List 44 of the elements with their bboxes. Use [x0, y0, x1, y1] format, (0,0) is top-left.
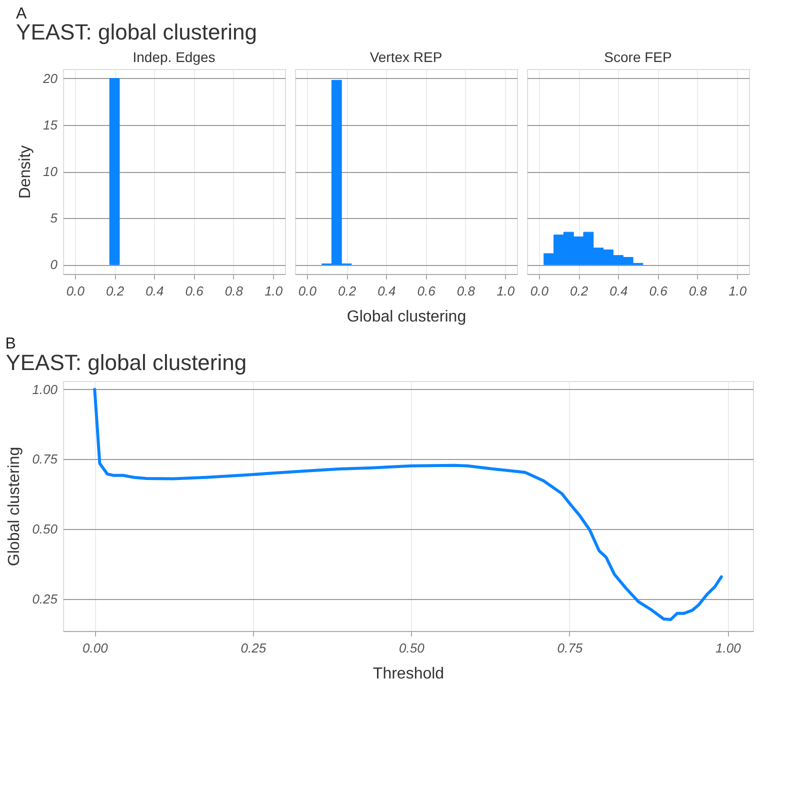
- x-tick-label: 0.6: [649, 284, 668, 298]
- chart-title: Vertex REP: [370, 49, 442, 65]
- y-tick-label: 10: [43, 164, 58, 179]
- chart-title: Score FEP: [604, 49, 672, 65]
- text: B: [5, 336, 16, 352]
- x-tick-label: 0.0: [66, 284, 86, 298]
- x-tick-label: 0.25: [240, 640, 267, 656]
- x-tick-label: 0.8: [688, 284, 708, 298]
- y-tick-label: 0: [50, 257, 58, 272]
- text: A: [16, 6, 28, 22]
- y-tick-label: 5: [50, 210, 58, 226]
- x-tick-label: 0.0: [530, 284, 550, 298]
- x-tick-label: 0.00: [82, 640, 109, 656]
- x-tick-label: 0.50: [399, 640, 426, 656]
- text: YEAST: global clustering: [16, 20, 257, 44]
- x-tick-label: 0.4: [378, 284, 396, 298]
- y-axis-title: Global clustering: [6, 446, 24, 566]
- line-series: [93, 388, 723, 622]
- x-tick-label: 0.4: [610, 284, 628, 298]
- y-tick-label: 0.75: [32, 452, 58, 467]
- x-tick-label: 0.8: [224, 284, 244, 298]
- y-tick-label: 20: [42, 70, 58, 86]
- y-tick-label: 0.25: [32, 591, 58, 606]
- x-tick-label: 0.8: [456, 284, 476, 298]
- x-tick-label: 0.2: [570, 284, 589, 298]
- x-tick-label: 0.4: [146, 284, 164, 298]
- y-axis-title: Density: [17, 145, 34, 199]
- chart-title: YEAST: global clustering: [6, 350, 247, 375]
- x-tick-label: 1.00: [716, 640, 742, 656]
- x-tick-label: 0.6: [417, 284, 436, 298]
- chart-title: Indep. Edges: [132, 49, 216, 65]
- x-tick-label: 0.2: [106, 284, 125, 298]
- x-axis-title: Threshold: [372, 666, 444, 682]
- x-tick-label: 0.2: [338, 284, 357, 298]
- x-tick-label: 0.6: [185, 284, 204, 298]
- x-tick-label: 1.0: [264, 284, 284, 298]
- x-axis-title: Global clustering: [346, 308, 466, 326]
- y-tick-label: 0.50: [32, 522, 58, 537]
- x-tick-label: 1.0: [728, 284, 748, 298]
- y-tick-label: 15: [43, 117, 58, 132]
- x-tick-label: 1.0: [496, 284, 516, 298]
- x-tick-label: 0.75: [557, 640, 584, 656]
- x-tick-label: 0.0: [298, 284, 318, 298]
- y-tick-label: 1.00: [32, 382, 58, 397]
